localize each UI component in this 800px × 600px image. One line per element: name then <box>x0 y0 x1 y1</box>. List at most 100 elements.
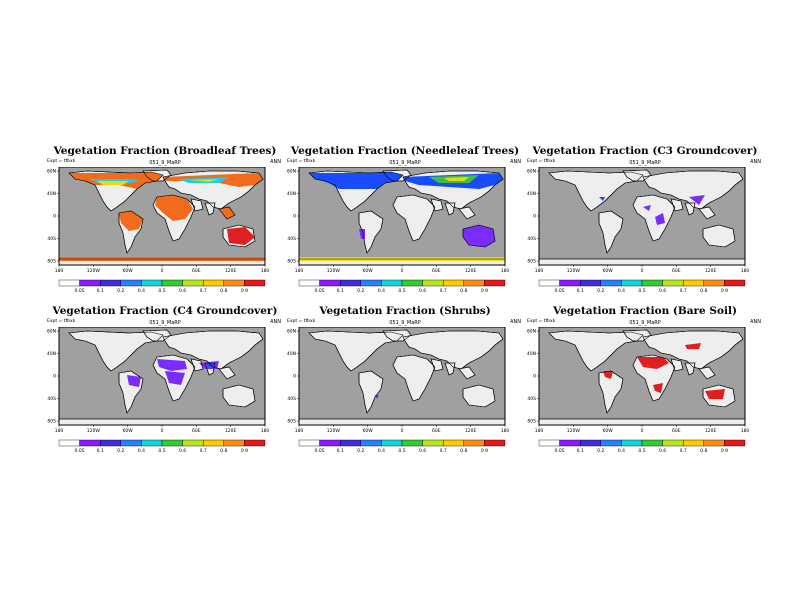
lat-tick-label: 80N <box>527 169 536 175</box>
field-patch <box>155 195 193 221</box>
lat-tick-label: 80N <box>47 329 56 335</box>
colorbar-swatch <box>724 279 746 287</box>
lon-tick-label: 120W <box>567 428 581 434</box>
colorbar-label: 0.5 <box>638 448 645 454</box>
colorbar-label: 0.8 <box>700 288 707 294</box>
colorbar-label: 0.9 <box>721 448 728 454</box>
colorbar-swatch <box>422 439 444 447</box>
colorbar-swatch <box>161 279 183 287</box>
lat-tick-label: 40N <box>527 191 536 197</box>
colorbar-swatch <box>202 279 224 287</box>
colorbar-swatch <box>703 279 725 287</box>
lon-tick-label: 180 <box>501 268 510 274</box>
colorbar-swatch <box>682 279 704 287</box>
lat-tick-label: 40S <box>287 396 296 402</box>
colorbar-swatch <box>100 439 122 447</box>
colorbar-label: 0.5 <box>638 288 645 294</box>
coastline <box>548 170 644 212</box>
field-patch <box>463 225 495 247</box>
coastline <box>222 384 256 408</box>
colorbar-label: 0.9 <box>241 288 248 294</box>
coastline <box>430 358 444 372</box>
run-label: 051_9_MaRP <box>389 160 421 166</box>
colorbar-label: 0.6 <box>179 288 186 294</box>
colorbar-label: 0.05 <box>315 288 325 294</box>
colorbar-swatch <box>641 439 663 447</box>
field-patch <box>655 213 665 225</box>
landmass-antarctica <box>538 258 746 266</box>
lat-tick-label: 40S <box>47 236 56 242</box>
colorbar-label: 0.05 <box>555 448 565 454</box>
coastline <box>142 169 172 182</box>
lon-tick-label: 120E <box>465 268 477 274</box>
experiment-label: Expt = tfbxk <box>287 159 316 164</box>
colorbar-label: 0.4 <box>378 448 385 454</box>
lon-tick-label: 0 <box>401 428 404 434</box>
lat-tick-label: 80N <box>287 169 296 175</box>
colorbar-label: 0.8 <box>460 448 467 454</box>
panel-c4-groundcover: Vegetation Fraction (C4 Groundcover) Exp… <box>45 305 285 495</box>
experiment-label: Expt = tfbxk <box>287 319 316 324</box>
lat-tick-label: 0 <box>53 214 56 220</box>
colorbar-swatch <box>298 439 320 447</box>
lat-tick-label: 0 <box>293 214 296 220</box>
colorbar-swatch <box>422 279 444 287</box>
colorbar-label: 0.8 <box>220 448 227 454</box>
colorbar-label: 0.05 <box>75 448 85 454</box>
colorbar-label: 0.2 <box>597 288 604 294</box>
colorbar-label: 0.7 <box>680 288 687 294</box>
colorbar-label: 0.1 <box>97 288 104 294</box>
colorbar-swatch <box>381 279 403 287</box>
lat-tick-label: 40N <box>287 191 296 197</box>
colorbar-swatch <box>298 279 320 287</box>
colorbar-label: 0.4 <box>618 448 625 454</box>
colorbar-swatch <box>223 439 245 447</box>
colorbar-label: 0.8 <box>220 288 227 294</box>
colorbar-label: 0.2 <box>357 288 364 294</box>
colorbar-label: 0.6 <box>659 288 666 294</box>
colorbar-swatch <box>79 279 101 287</box>
lon-tick-label: 60E <box>432 428 441 434</box>
colorbar-label: 0.05 <box>555 288 565 294</box>
colorbar-label: 0.6 <box>659 448 666 454</box>
lat-tick-label: 40S <box>527 396 536 402</box>
lon-tick-label: 0 <box>641 428 644 434</box>
coastline <box>382 169 412 182</box>
coastline <box>358 370 384 414</box>
colorbar-label: 0.6 <box>419 448 426 454</box>
colorbar-swatch <box>621 439 643 447</box>
colorbar-swatch <box>182 439 204 447</box>
panel-shrubs: Vegetation Fraction (Shrubs) Expt = tfbx… <box>285 305 525 495</box>
colorbar-swatch <box>340 439 362 447</box>
colorbar-swatch <box>682 439 704 447</box>
lat-tick-label: 80N <box>287 329 296 335</box>
colorbar-label: 0.9 <box>481 288 488 294</box>
coastline <box>632 354 676 402</box>
colorbar-swatch <box>244 439 266 447</box>
field-patch <box>643 205 651 211</box>
colorbar-label: 0.1 <box>337 448 344 454</box>
coastline <box>162 330 264 370</box>
panel-title: Vegetation Fraction (Needleleaf Trees) <box>290 145 520 157</box>
coastline <box>598 210 624 254</box>
coastline <box>698 206 716 220</box>
colorbar-swatch <box>463 279 485 287</box>
colorbar-swatch <box>538 439 560 447</box>
lat-tick-label: 80S <box>527 419 536 425</box>
lon-tick-label: 120W <box>327 268 341 274</box>
panel-broadleaf-trees: Vegetation Fraction (Broadleaf Trees) Ex… <box>45 145 285 335</box>
coastline <box>402 330 504 370</box>
lat-tick-label: 0 <box>293 374 296 380</box>
colorbar-swatch <box>319 279 341 287</box>
lon-tick-label: 180 <box>55 268 64 274</box>
colorbar-swatch <box>442 279 464 287</box>
colorbar-swatch <box>319 439 341 447</box>
lat-tick-label: 40N <box>527 351 536 357</box>
colorbar-swatch <box>580 279 602 287</box>
field-patch <box>309 172 403 189</box>
lon-tick-label: 60W <box>603 268 614 274</box>
map-figure: 180 120W 60W 0 60E 120E 180 80N 40N 0 40S 80S 0.05 0.… <box>527 167 749 294</box>
colorbar-swatch <box>580 439 602 447</box>
coastline <box>204 202 216 216</box>
lon-tick-label: 60E <box>672 268 681 274</box>
